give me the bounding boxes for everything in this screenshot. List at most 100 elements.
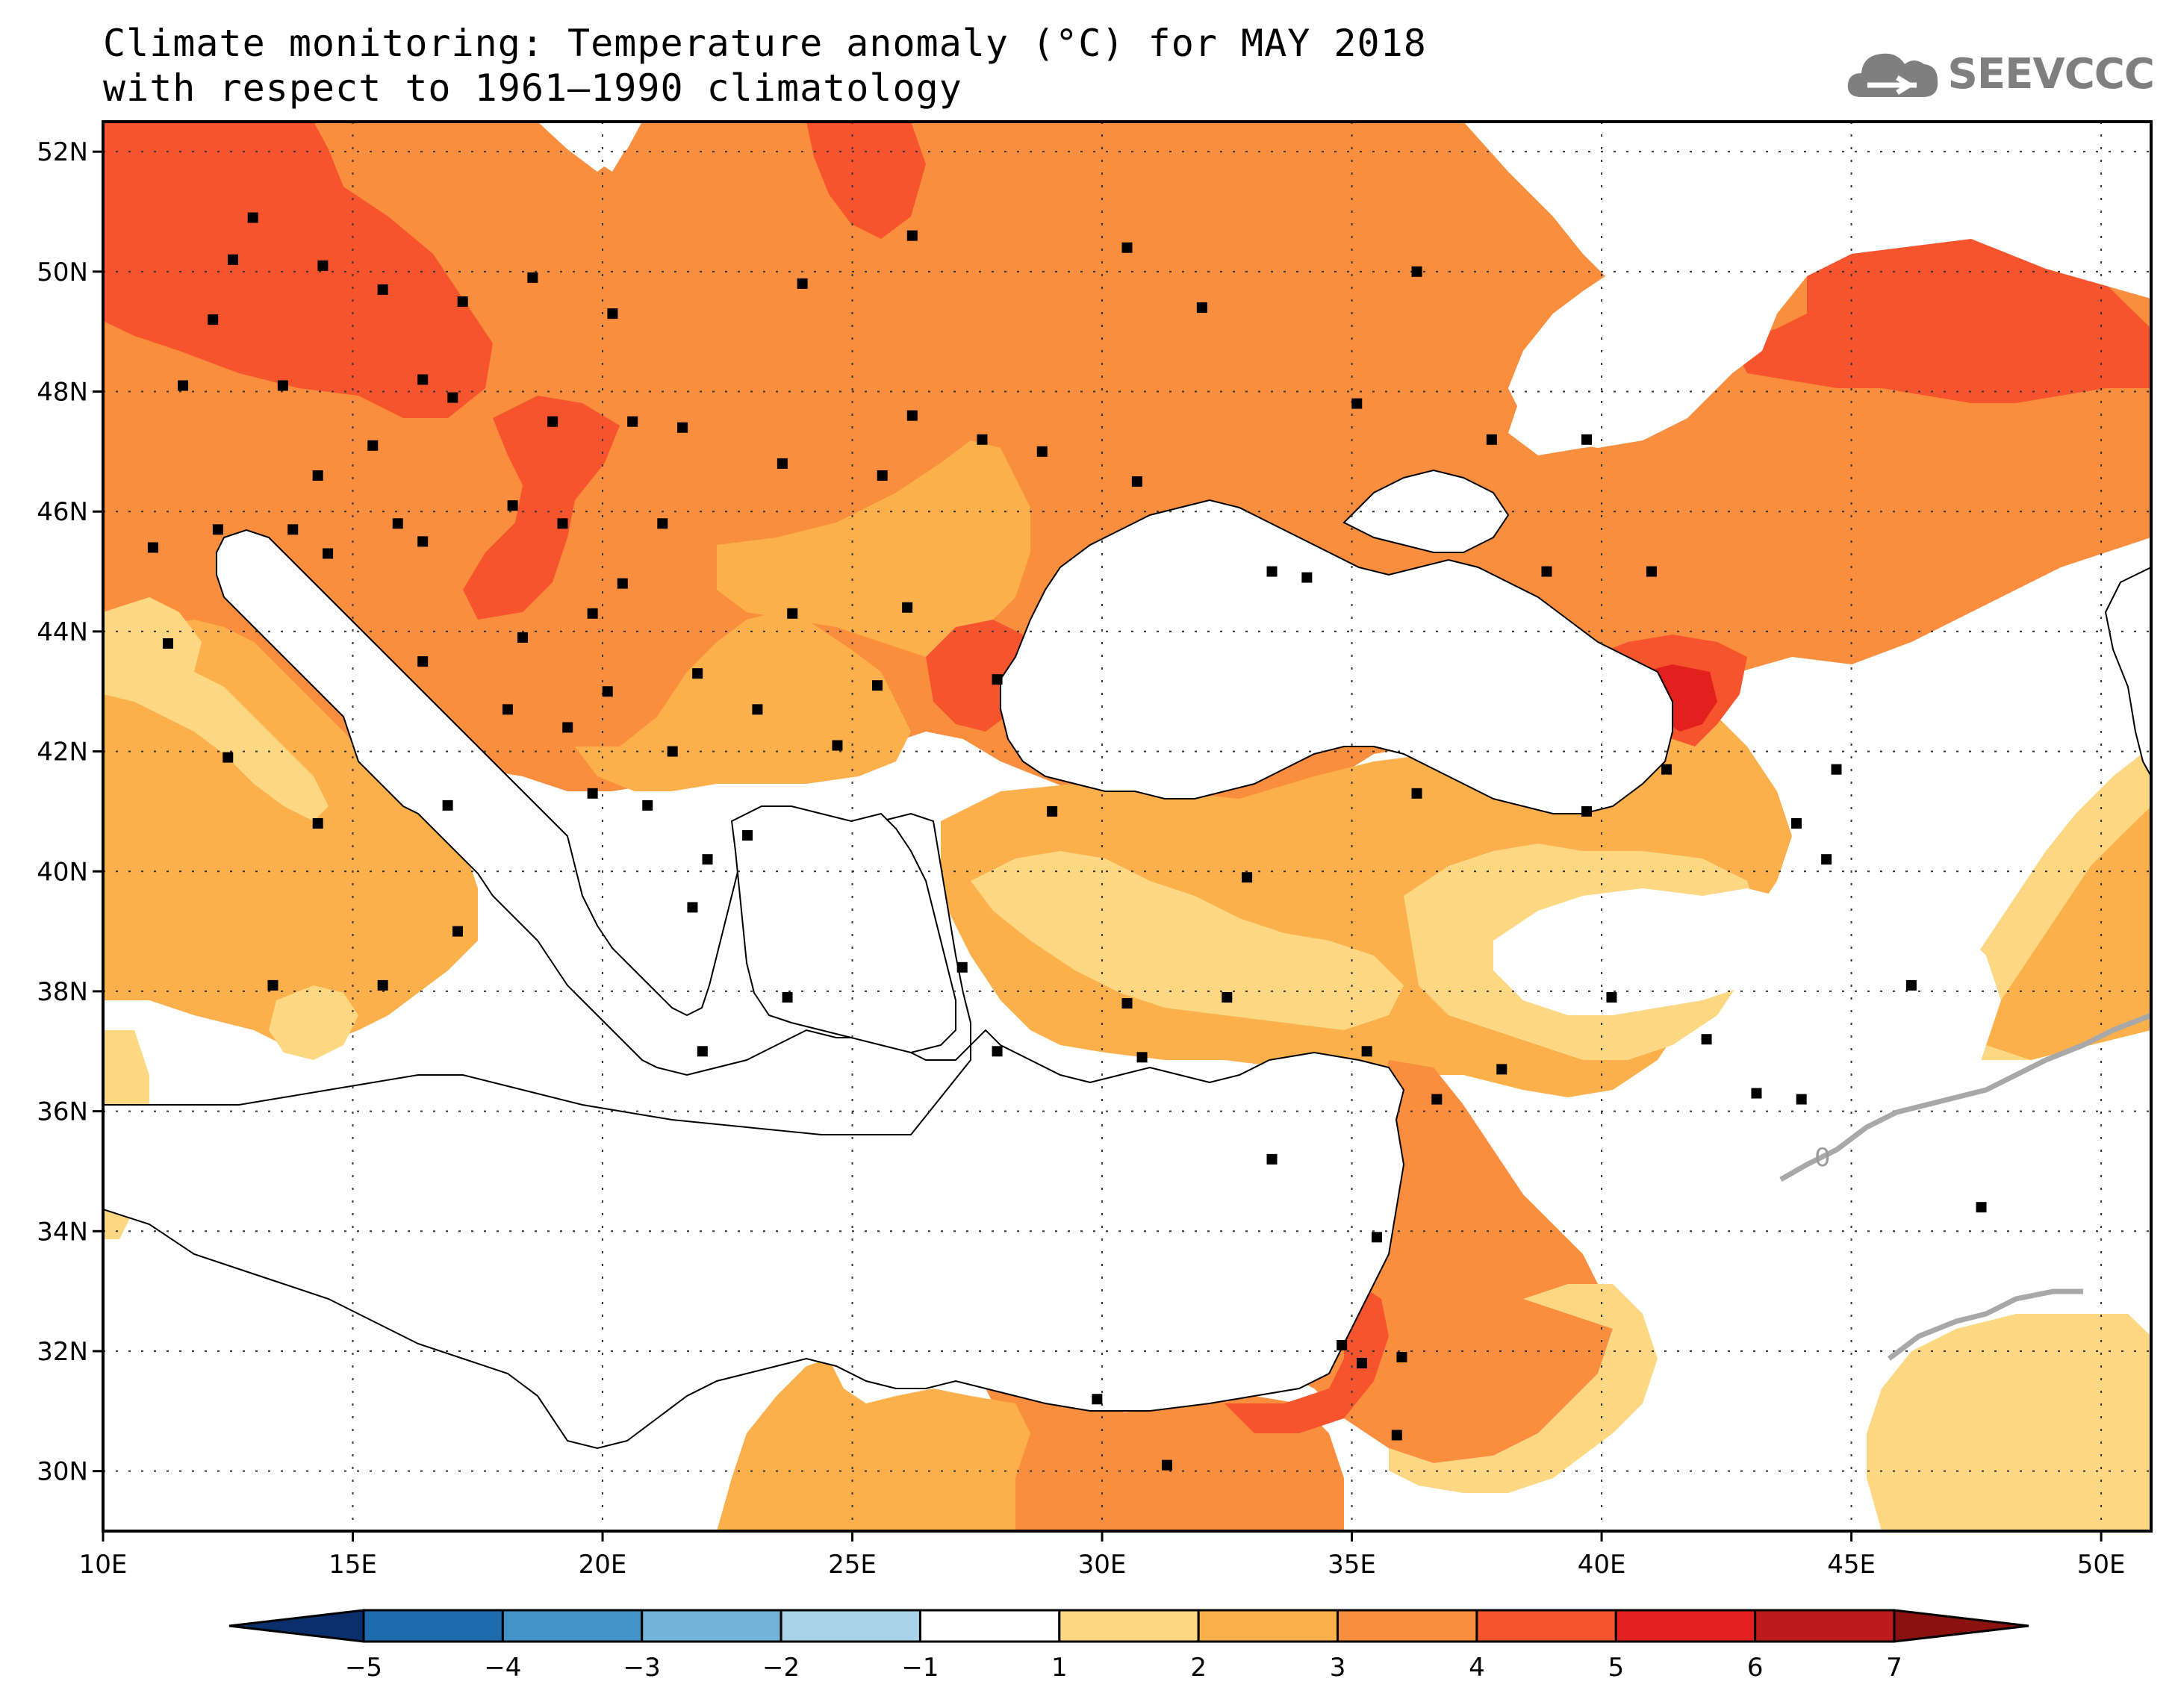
field-below-1-iran	[1628, 903, 2001, 1284]
station-marker	[906, 410, 918, 421]
map-frame	[102, 120, 2153, 1533]
station-marker	[377, 979, 388, 991]
station-marker	[392, 518, 403, 529]
station-marker	[557, 518, 568, 529]
station-marker	[502, 704, 513, 715]
field-1-2-sicily	[269, 985, 358, 1060]
colorbar-high-arrow	[1893, 1609, 2029, 1643]
field-below-1-east-turkey	[1493, 888, 1792, 1015]
field-below-1-north-gap	[538, 122, 642, 172]
station-marker	[323, 548, 334, 559]
station-marker	[277, 380, 288, 391]
colorbar-tick-label: −1	[901, 1653, 939, 1683]
station-marker	[697, 1046, 708, 1057]
colorbar-tick-label: −3	[623, 1653, 661, 1683]
station-marker	[162, 638, 173, 649]
station-marker	[1606, 991, 1617, 1003]
colorbar-tick-label: 2	[1190, 1653, 1207, 1683]
colorbar-tick-label: −2	[762, 1653, 800, 1683]
station-marker	[1751, 1088, 1762, 1099]
station-marker	[267, 979, 279, 991]
lat-tick-label: 30N	[37, 1457, 88, 1487]
field-4-5-germany	[103, 122, 493, 418]
field-1-2-turkey-west	[971, 851, 1404, 1030]
title-line-2: with respect to 1961–1990 climatology	[103, 66, 962, 110]
station-marker	[1337, 1339, 1348, 1350]
sea-of-azov	[1342, 469, 1510, 553]
station-marker	[1905, 979, 1917, 991]
station-markers	[53, 212, 1987, 1471]
station-marker	[1646, 566, 1657, 577]
colorbar-segment	[362, 1609, 504, 1643]
station-marker	[657, 518, 668, 529]
zero-contour: 0	[1779, 1012, 2151, 1361]
station-marker	[871, 680, 883, 691]
station-marker	[1121, 998, 1133, 1009]
station-marker	[1301, 572, 1313, 583]
field-1-2-jordan	[1389, 1284, 1658, 1493]
colorbar-segment	[1614, 1609, 1757, 1643]
station-marker	[1796, 1094, 1807, 1105]
lon-tick-label: 25E	[828, 1550, 877, 1580]
lon-tick-label: 45E	[1827, 1550, 1876, 1580]
station-marker	[902, 602, 913, 613]
colorbar-tick-label: 3	[1330, 1653, 1346, 1683]
station-marker	[677, 422, 688, 433]
station-marker	[53, 914, 63, 925]
station-marker	[1701, 1034, 1712, 1045]
zero-contour-label: 0	[1814, 1143, 1831, 1173]
station-marker	[1396, 1352, 1407, 1363]
station-marker	[1976, 1202, 1987, 1213]
station-marker	[787, 608, 798, 619]
colorbar-tick-label: 7	[1886, 1653, 1902, 1683]
station-marker	[992, 1046, 1003, 1057]
station-marker	[627, 416, 638, 427]
logo-text: SEEVCCC	[1947, 49, 2155, 99]
station-marker	[782, 991, 793, 1003]
station-marker	[1411, 788, 1422, 799]
station-marker	[442, 800, 453, 811]
field-2-3-romania	[717, 440, 1030, 657]
longitude-labels: 10E 15E 20E 25E 30E 35E 40E 45E 50E	[79, 1531, 2125, 1580]
station-marker	[642, 800, 653, 811]
station-marker	[877, 470, 888, 481]
colorbar-tick-label: −5	[345, 1653, 382, 1683]
station-marker	[667, 746, 678, 757]
station-marker	[1486, 434, 1497, 445]
colorbar-tick-label: 6	[1747, 1653, 1764, 1683]
station-marker	[178, 380, 189, 391]
field-1-2-italy-coast	[103, 597, 329, 821]
station-marker	[777, 458, 788, 469]
station-marker	[1222, 991, 1233, 1003]
station-marker	[977, 434, 988, 445]
station-marker	[1411, 266, 1422, 277]
lat-tick-label: 44N	[37, 617, 88, 647]
lat-tick-label: 36N	[37, 1097, 88, 1127]
lat-tick-label: 32N	[37, 1337, 88, 1367]
station-marker	[562, 722, 573, 733]
colorbar-tick-label: 4	[1469, 1653, 1485, 1683]
station-marker	[208, 314, 219, 325]
station-marker	[547, 416, 558, 427]
station-marker	[1266, 566, 1278, 577]
colorbar: −5 −4 −3 −2 −1 1 2 3 4 5 6 7	[228, 1609, 2029, 1683]
station-marker	[1242, 872, 1253, 883]
station-marker	[1541, 566, 1552, 577]
colorbar-segment	[1058, 1609, 1200, 1643]
station-marker	[797, 278, 808, 289]
map-title: Climate monitoring: Temperature anomaly …	[103, 21, 1427, 110]
station-marker	[287, 524, 299, 535]
colorbar-tick-label: −4	[484, 1653, 521, 1683]
colorbar-tick-label: 1	[1051, 1653, 1068, 1683]
station-marker	[1266, 1153, 1278, 1165]
station-marker	[1356, 1358, 1367, 1369]
station-marker	[587, 788, 598, 799]
station-marker	[377, 284, 388, 295]
station-marker	[1092, 1394, 1103, 1405]
field-2-3-balkans	[575, 612, 911, 791]
lon-tick-label: 40E	[1578, 1550, 1626, 1580]
colorbar-segment	[1475, 1609, 1617, 1643]
station-marker	[452, 926, 464, 937]
lat-tick-label: 46N	[37, 497, 88, 527]
